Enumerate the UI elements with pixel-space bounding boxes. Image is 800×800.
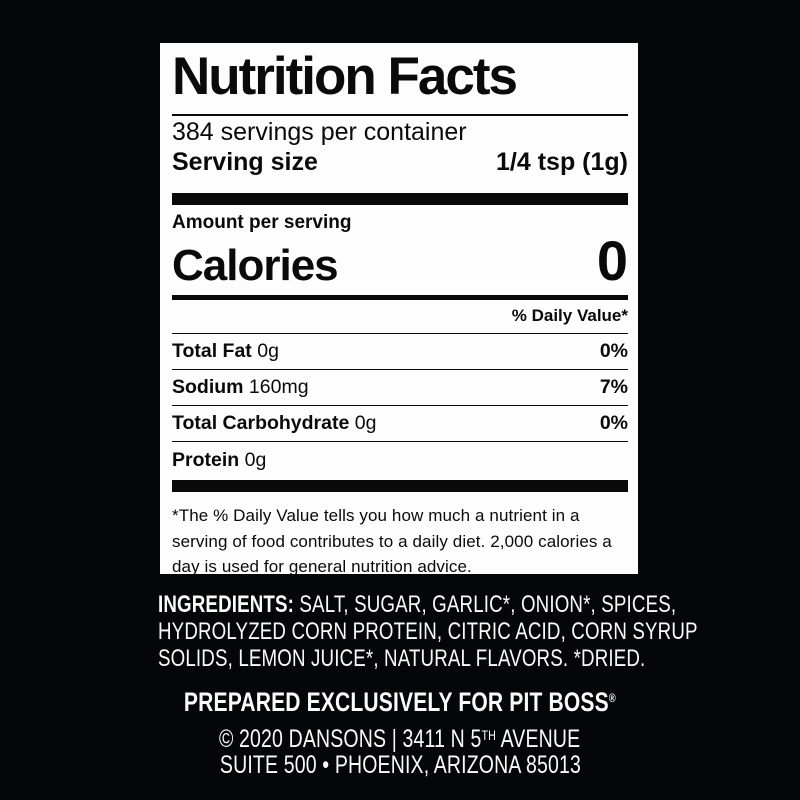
nutrient-amount: 0g [244,448,267,471]
prepared-text-main: PREPARED EXCLUSIVELY FOR PIT BOSS [183,687,609,718]
nutrient-daily-value: 0% [599,340,628,362]
nutrient-name: Total Fat [172,340,252,362]
nutrient-amount: 160mg [248,376,309,398]
address-text: SUITE 500 • PHOENIX, ARIZONA 85013 [219,750,581,779]
calories-value: 0 [596,229,628,292]
ingredients-line-1: INGREDIENTS: SALT, SUGAR, GARLIC*, ONION… [158,591,676,618]
nutrient-row-total-carbohydrate: Total Carbohydrate 0g 0% [172,406,628,442]
ordinal-superscript: TH [481,728,497,743]
nutrient-name-amount: Total Carbohydrate 0g [172,412,376,435]
ingredients-text: SALT, SUGAR, GARLIC*, ONION*, SPICES, [299,591,677,618]
copyright-line: © 2020 DANSONS | 3411 N 5TH AVENUE [0,723,800,752]
nutrient-rows: Total Fat 0g 0% Sodium 160mg 7% Total Ca… [172,333,628,478]
section-bar-bottom [172,480,628,492]
nutrient-amount: 0g [354,412,377,434]
serving-size-label: Serving size [172,148,318,176]
nutrient-name-amount: Protein 0g [172,449,266,472]
nutrient-amount: 0g [257,340,279,362]
calories-divider [172,295,628,300]
nutrient-daily-value: 0% [599,412,628,434]
calories-label: Calories [172,241,339,290]
amount-per-serving-label: Amount per serving [172,212,352,233]
address-line: SUITE 500 • PHOENIX, ARIZONA 85013 [0,752,800,778]
nutrient-name: Protein [172,448,240,471]
nutrient-name: Total Carbohydrate [172,412,350,434]
label-title: Nutrition Facts [172,47,518,106]
copyright-text: © 2020 DANSONS | 3411 N 5TH AVENUE [219,723,580,752]
copyright-text-post: AVENUE [500,724,581,753]
nutrient-daily-value: 7% [599,376,628,398]
nutrient-name-amount: Sodium 160mg [172,376,309,399]
section-bar-top [172,193,628,205]
ingredients-line-3: SOLIDS, LEMON JUICE*, NATURAL FLAVORS. *… [158,645,646,672]
registered-trademark-symbol: ® [608,691,617,705]
daily-value-header: % Daily Value* [511,306,628,325]
copyright-text-pre: © 2020 DANSONS | 3411 N 5 [219,724,482,753]
nutrition-facts-label: Nutrition Facts 384 servings per contain… [160,43,638,576]
nutrient-row-total-fat: Total Fat 0g 0% [172,334,628,370]
nutrient-row-protein: Protein 0g [172,442,628,478]
copyright-block: © 2020 DANSONS | 3411 N 5TH AVENUE SUITE… [0,723,800,778]
prepared-line: PREPARED EXCLUSIVELY FOR PIT BOSS® [0,683,800,717]
ingredients-line-2: HYDROLYZED CORN PROTEIN, CITRIC ACID, CO… [158,618,698,645]
ingredients-section: INGREDIENTS: SALT, SUGAR, GARLIC*, ONION… [158,591,698,672]
nutrient-name: Sodium [172,376,244,398]
daily-value-footnote: *The % Daily Value tells you how much a … [172,506,612,576]
serving-size-value: 1/4 tsp (1g) [496,148,628,176]
ingredients-label: INGREDIENTS: [158,591,295,618]
serving-size-row: Serving size 1/4 tsp (1g) [172,147,628,177]
calories-row: Calories 0 [172,229,628,292]
prepared-text: PREPARED EXCLUSIVELY FOR PIT BOSS® [184,683,616,717]
servings-per-container: 384 servings per container [172,118,467,146]
nutrient-row-sodium: Sodium 160mg 7% [172,370,628,406]
nutrient-name-amount: Total Fat 0g [172,340,279,363]
title-divider [172,114,628,116]
